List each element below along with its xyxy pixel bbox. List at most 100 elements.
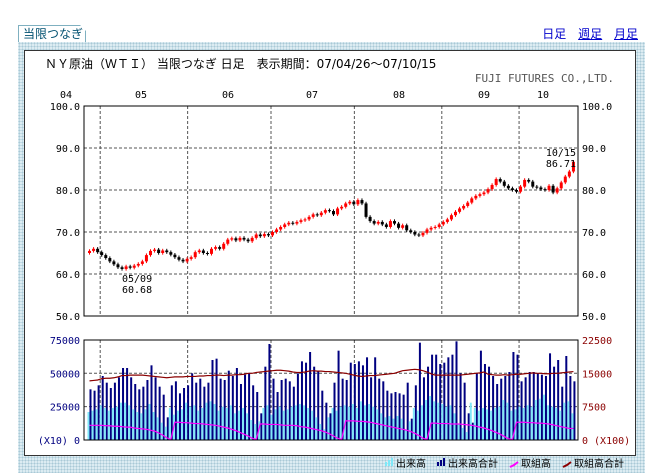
total-volume-bar [223, 380, 226, 440]
total-volume-bar [370, 377, 373, 440]
volume-bar [193, 405, 196, 440]
candle-body [161, 250, 165, 253]
candle-body [327, 210, 331, 212]
candle-body [388, 221, 392, 227]
volume-plot-area [83, 339, 579, 441]
volume-bar [510, 410, 513, 440]
price-tick-right: 90.0 [582, 144, 606, 155]
candle-body [238, 237, 242, 241]
candle-body [185, 258, 189, 262]
total-volume-bar [219, 378, 222, 440]
candle-body [332, 211, 335, 215]
candle-body [96, 248, 100, 253]
total-volume-bar [142, 386, 145, 440]
candle-body [136, 263, 140, 266]
total-volume-bar [361, 365, 364, 440]
total-volume-bar [549, 353, 552, 440]
link-daily[interactable]: 日足 [542, 27, 567, 41]
candle-body [144, 255, 148, 262]
total-volume-bar [280, 380, 283, 440]
candle-body [189, 257, 193, 259]
total-volume-bar [166, 417, 169, 440]
candle-body [108, 258, 112, 262]
total-volume-bar [353, 364, 356, 440]
tab-touki-tsunagi[interactable]: 当限つなぎ [18, 25, 86, 42]
candle-body [482, 192, 486, 195]
volume-bar [538, 398, 541, 440]
total-volume-bar [443, 362, 446, 440]
chart-title: ＮＹ原油（ＷＴＩ） 当限つなぎ 日足 表示期間：07/04/26～07/10/1… [45, 57, 436, 71]
candle-body [149, 250, 152, 256]
volume-bar [355, 408, 358, 440]
volume-tick-right: 15000 [582, 369, 612, 380]
month-label: 04 [60, 90, 72, 101]
total-volume-bar [260, 413, 263, 440]
total-volume-bar [199, 378, 202, 440]
volume-bar [311, 410, 314, 440]
candle-body [421, 232, 425, 236]
candle-body [340, 206, 344, 209]
candle-body [429, 227, 433, 230]
candle-body [531, 181, 535, 187]
volume-bar [242, 408, 245, 440]
volume-bar [384, 417, 387, 440]
volume-bar [176, 410, 179, 440]
total-volume-bar [459, 373, 462, 440]
total-volume-bar [268, 344, 271, 440]
total-volume-bar [540, 374, 543, 440]
total-volume-bar [117, 377, 120, 440]
volume-bar [380, 413, 383, 440]
total-volume-bar [113, 382, 116, 440]
volume-bar [404, 429, 407, 440]
volume-bar [331, 408, 334, 440]
volume-bar [559, 410, 562, 440]
total-volume-bar [471, 422, 474, 440]
total-volume-bar [349, 362, 352, 440]
total-volume-bar [207, 382, 210, 440]
volume-bar [327, 417, 330, 440]
total-volume-bar [479, 350, 482, 440]
total-volume-bar [93, 390, 96, 440]
candle-body [563, 176, 567, 183]
candle-body [132, 265, 136, 268]
candle-body [567, 171, 571, 177]
candle-body [384, 224, 388, 227]
volume-bar [542, 394, 545, 440]
volume-bar [551, 406, 554, 440]
legend-label: 取組高合計 [574, 457, 624, 470]
volume-bar [433, 401, 436, 440]
month-label: 06 [222, 90, 234, 101]
legend-swatch [440, 460, 442, 466]
candle-body [254, 234, 258, 238]
total-volume-bar [573, 381, 576, 440]
candle-body [445, 219, 449, 222]
candle-body [197, 250, 201, 253]
total-volume-bar [313, 366, 316, 440]
volume-bar [506, 402, 509, 440]
candle-body [502, 181, 506, 186]
total-volume-bar [345, 380, 348, 440]
candle-body [210, 248, 213, 254]
total-volume-bar [418, 342, 421, 440]
candle-body [262, 234, 266, 237]
volume-bar [164, 426, 167, 440]
candle-body [214, 247, 218, 249]
total-volume-bar [227, 370, 230, 440]
total-volume-bar [374, 357, 377, 440]
month-label: 05 [135, 90, 147, 101]
price-tick-left: 100.0 [50, 102, 80, 113]
volume-bar [486, 409, 489, 440]
candle-body [478, 194, 482, 196]
volume-bar [502, 400, 505, 440]
total-volume-bar [191, 373, 194, 440]
volume-bar [364, 405, 367, 440]
candle-body [360, 200, 364, 204]
link-weekly[interactable]: 週足 [578, 27, 603, 41]
total-volume-bar [390, 393, 393, 440]
total-volume-bar [329, 413, 332, 440]
link-monthly[interactable]: 月足 [613, 27, 638, 41]
total-volume-bar [244, 374, 247, 440]
total-volume-bar [183, 388, 186, 440]
total-volume-bar [394, 392, 397, 440]
total-volume-bar [357, 361, 360, 440]
